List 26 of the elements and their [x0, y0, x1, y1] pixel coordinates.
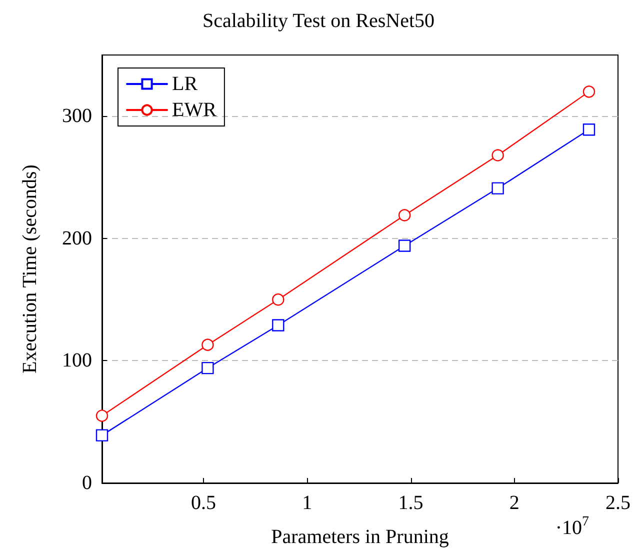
x-axis-title: Parameters in Pruning: [271, 526, 449, 548]
x-tick-label: 1.5: [398, 492, 424, 514]
point: [492, 182, 504, 194]
legend-label: EWR: [172, 99, 218, 121]
y-tick-label: 0: [82, 472, 92, 494]
point: [96, 410, 108, 422]
x-tick-label: 0.5: [191, 492, 216, 514]
y-tick-label: 200: [62, 227, 92, 250]
legend-label: LR: [172, 73, 198, 95]
x-tick-label: 2.5: [606, 492, 630, 514]
y-axis-title: Execution Time (seconds): [19, 164, 41, 374]
point: [272, 319, 284, 332]
point: [582, 123, 596, 136]
y-tick-label: 100: [62, 350, 92, 372]
x-tick-label: 1: [302, 492, 312, 514]
y-tick-label: 300: [62, 105, 92, 128]
point: [582, 86, 596, 98]
point: [272, 293, 284, 306]
x-tick-label: 2: [509, 492, 520, 514]
point: [96, 429, 108, 442]
point: [398, 240, 411, 252]
point: [492, 149, 504, 162]
point: [202, 338, 214, 351]
point: [398, 209, 411, 222]
chart-title: Scalability Test on ResNet50: [202, 10, 435, 32]
point: [202, 362, 214, 374]
